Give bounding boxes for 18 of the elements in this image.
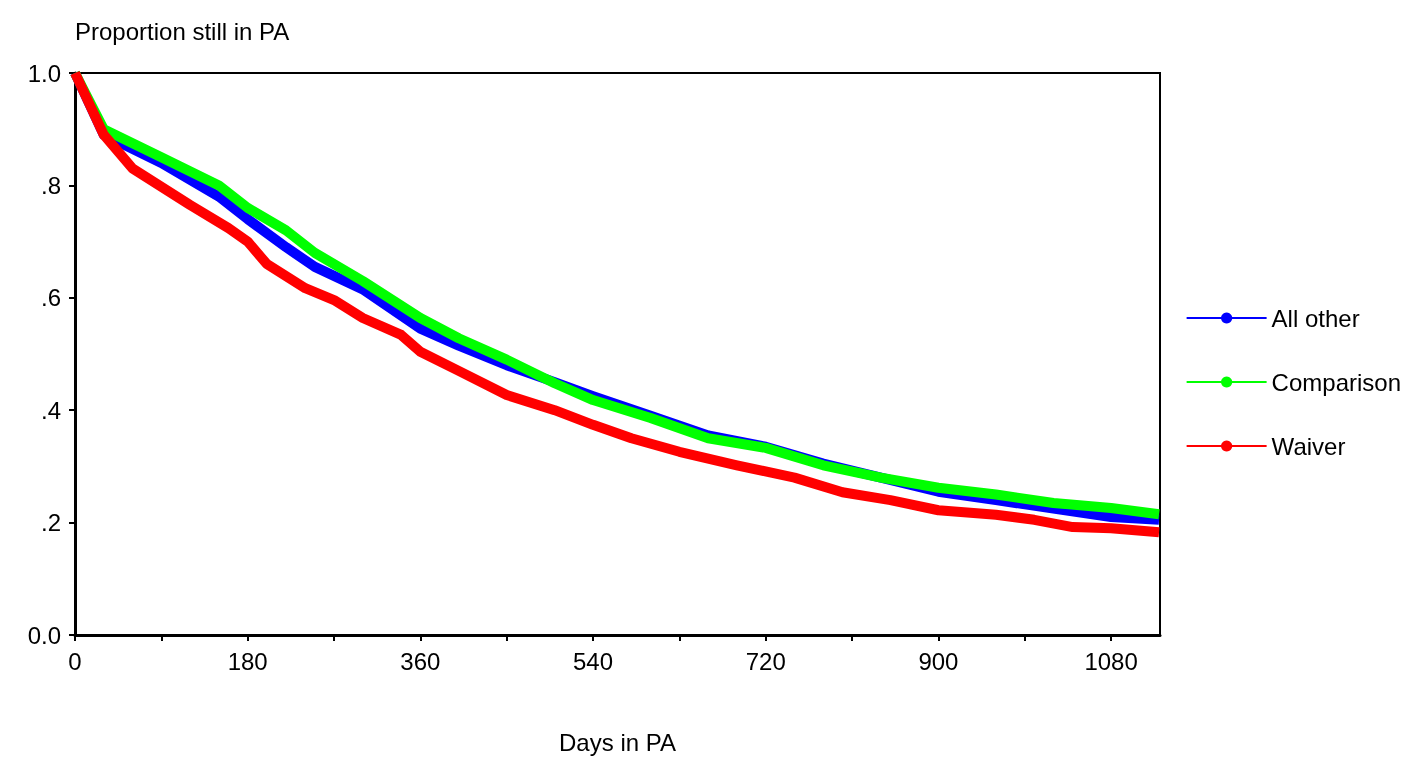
y-tick-label: 1.0 — [27, 59, 61, 87]
y-tick-label: .4 — [40, 396, 61, 424]
y-tick-label: .8 — [40, 171, 61, 199]
x-tick-label: 360 — [400, 647, 441, 675]
x-tick-label: 540 — [573, 647, 614, 675]
y-tick-label: 0.0 — [27, 621, 61, 649]
y-tick-label: .6 — [40, 284, 61, 312]
x-tick-label: 0 — [68, 647, 82, 675]
x-tick-label: 180 — [227, 647, 268, 675]
y-tick-label: .2 — [40, 509, 61, 537]
legend-label: Comparison — [1271, 368, 1401, 396]
x-tick-label: 900 — [918, 647, 959, 675]
x-axis-title: Days in PA — [559, 728, 676, 756]
legend-label: Waiver — [1271, 432, 1346, 460]
legend-label: All other — [1271, 304, 1360, 332]
x-tick-label: 1080 — [1084, 647, 1138, 675]
y-axis-title: Proportion still in PA — [75, 17, 290, 45]
x-tick-label: 720 — [745, 647, 786, 675]
